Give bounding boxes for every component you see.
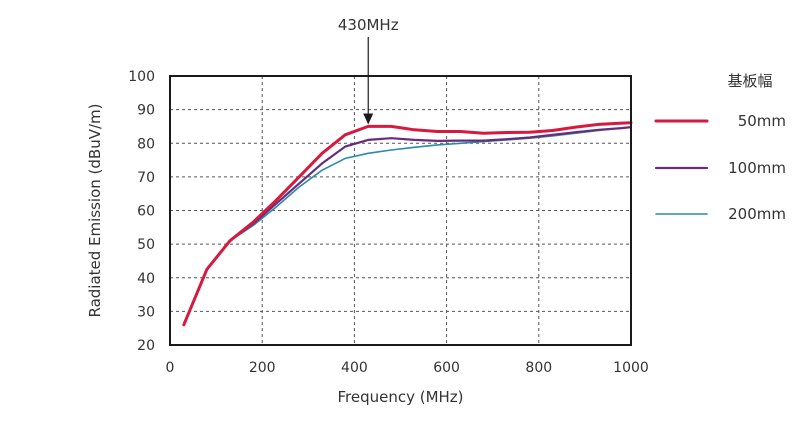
x-tick-label: 0: [166, 360, 175, 376]
x-tick-label: 800: [525, 360, 552, 376]
legend-title: 基板幅: [727, 72, 772, 90]
series-line-100mm: [182, 125, 633, 326]
y-tick-label: 70: [137, 170, 155, 186]
legend: 基板幅 50mm 100mm 200mm: [654, 72, 786, 223]
x-tick-label: 1000: [613, 360, 649, 376]
y-tick-label: 90: [137, 103, 155, 119]
y-axis-ticks: 20 30 40 50 60 70 80 90 100: [128, 69, 155, 354]
annotation-label: 430MHz: [338, 16, 399, 34]
annotation: 430MHz: [338, 16, 399, 125]
y-tick-label: 30: [137, 304, 155, 320]
y-tick-label: 50: [137, 237, 155, 253]
y-tick-label: 80: [137, 136, 155, 152]
plot-frame: [169, 75, 632, 346]
annotation-arrow-head: [363, 113, 374, 125]
x-tick-label: 400: [341, 360, 368, 376]
grid: [170, 76, 631, 345]
legend-label: 50mm: [738, 112, 786, 130]
y-tick-label: 60: [137, 204, 155, 220]
y-axis-title: Radiated Emission (dBuV/m): [86, 103, 104, 317]
legend-label: 200mm: [728, 205, 786, 223]
series-lines: [182, 121, 633, 327]
y-tick-label: 20: [137, 338, 155, 354]
y-tick-label: 100: [128, 69, 155, 85]
y-tick-label: 40: [137, 271, 155, 287]
series-line-50mm: [182, 121, 633, 327]
x-axis-ticks: 0 200 400 600 800 1000: [166, 360, 649, 376]
legend-label: 100mm: [728, 159, 786, 177]
x-tick-label: 600: [433, 360, 460, 376]
x-tick-label: 200: [249, 360, 276, 376]
x-axis-title: Frequency (MHz): [337, 388, 463, 406]
